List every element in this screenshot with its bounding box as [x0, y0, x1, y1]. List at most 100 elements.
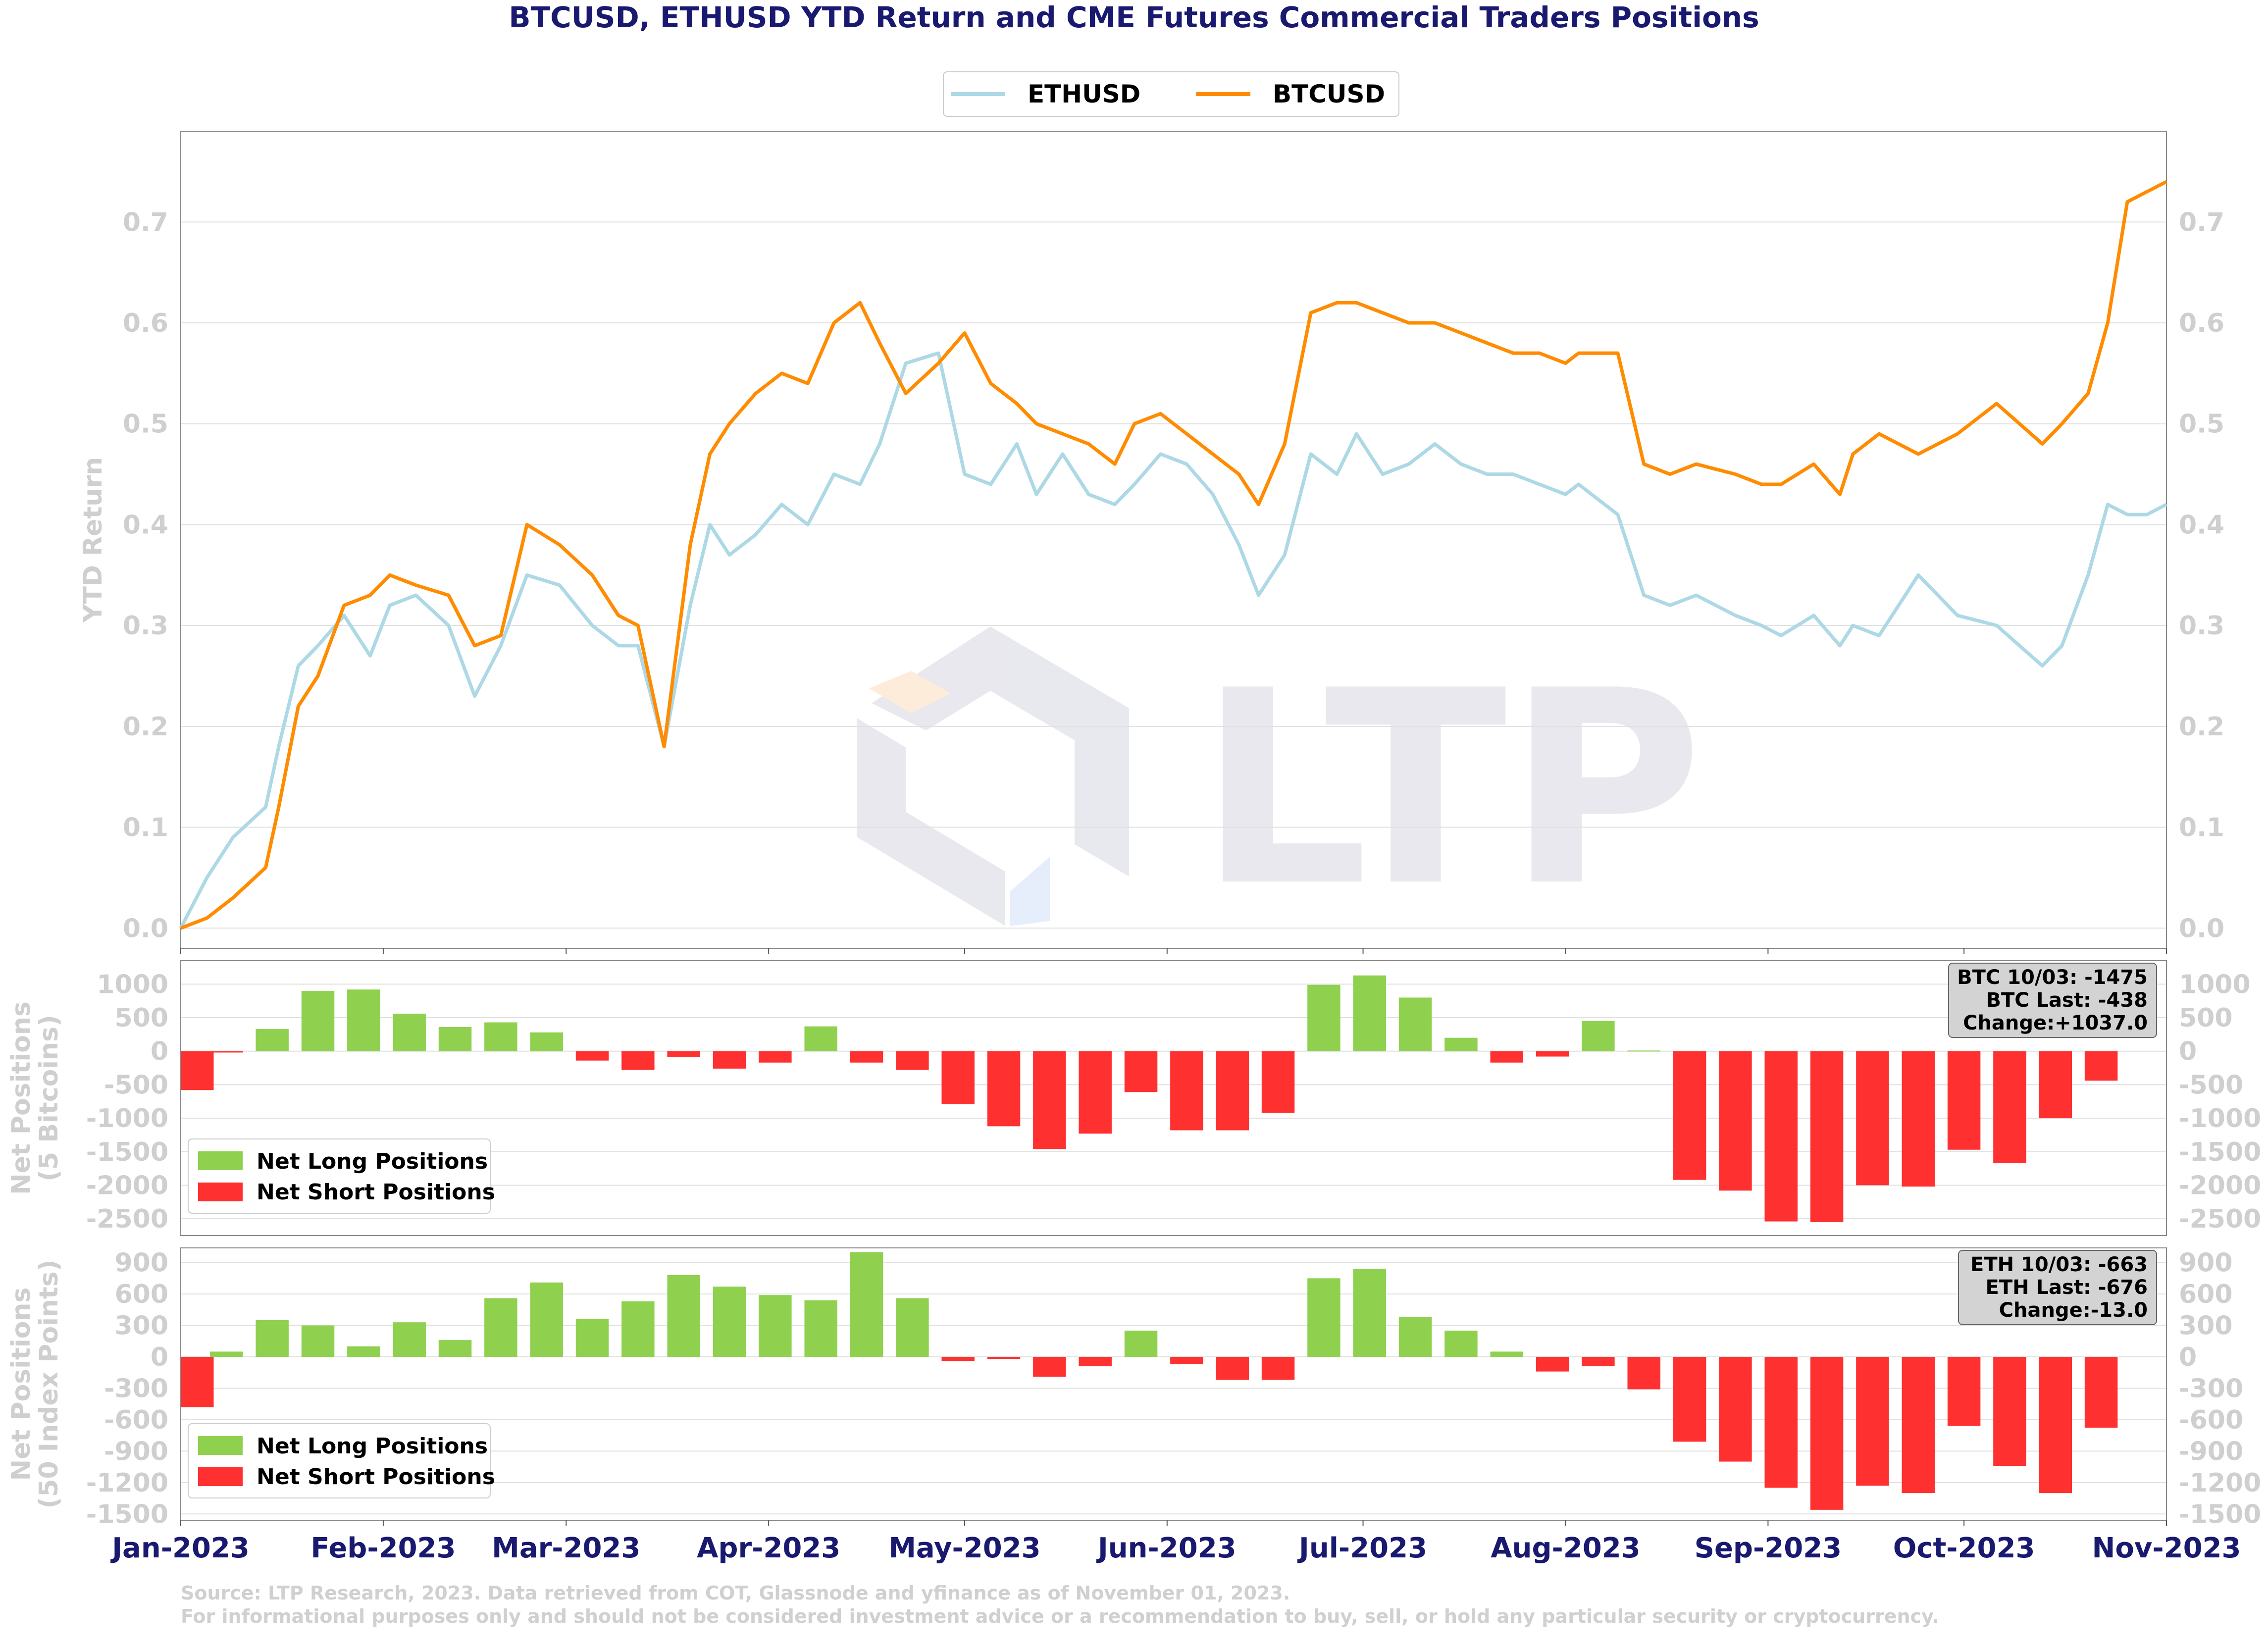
- legend-short-label: Net Short Positions: [257, 1180, 495, 1205]
- short-bar: [181, 1051, 214, 1090]
- annotation-box: [1948, 963, 2157, 1038]
- y-tick-label-right: -1500: [2179, 1137, 2261, 1167]
- short-bar: [1993, 1357, 2026, 1466]
- long-bar: [896, 1298, 929, 1357]
- long-bar: [438, 1340, 472, 1357]
- long-bar: [1627, 1050, 1660, 1052]
- bar-legend: Net Long Positions Net Short Positions: [188, 1423, 495, 1498]
- short-bar: [1947, 1051, 1981, 1150]
- y-tick-label-right: 0.5: [2179, 410, 2224, 439]
- short-bar: [1216, 1357, 1249, 1380]
- short-bar: [987, 1357, 1021, 1359]
- plot-frame: [180, 960, 2167, 1236]
- legend-short-label: Net Short Positions: [257, 1464, 495, 1490]
- y-tick-label-left: -1200: [86, 1468, 168, 1498]
- y-tick-label-right: 600: [2179, 1280, 2233, 1309]
- legend-short-swatch: [198, 1467, 243, 1486]
- y-tick-label-left: -1500: [86, 1137, 168, 1167]
- y-tick-label-left: 0.1: [123, 813, 168, 843]
- short-bar: [713, 1051, 746, 1069]
- y-tick-label-left: 0: [151, 1342, 168, 1372]
- short-bar: [1261, 1051, 1295, 1113]
- watermark-text: LTP: [1198, 634, 1703, 945]
- x-tick-label: May-2023: [888, 1532, 1040, 1564]
- short-bar: [1856, 1357, 1889, 1486]
- short-bar: [667, 1051, 700, 1057]
- x-tick-label: Nov-2023: [2092, 1532, 2241, 1564]
- y-tick-label-right: 0.6: [2179, 309, 2224, 338]
- short-bar: [896, 1051, 929, 1070]
- y-axis-label: Net Positions(50 Index Points): [6, 1260, 64, 1509]
- y-tick-label-right: -2000: [2179, 1171, 2261, 1200]
- y-tick-label-right: -900: [2179, 1437, 2243, 1466]
- long-bar: [850, 1252, 883, 1357]
- long-bar: [393, 1013, 426, 1051]
- y-tick-label-left: 0.5: [123, 410, 168, 439]
- y-tick-label-left: -2000: [86, 1171, 168, 1200]
- long-bar: [713, 1287, 746, 1357]
- legend-box: [188, 1423, 491, 1498]
- y-tick-label-right: -1500: [2179, 1499, 2261, 1529]
- short-bar: [1170, 1051, 1203, 1131]
- short-bar: [1536, 1357, 1569, 1372]
- annotation-line: Change:-13.0: [1999, 1299, 2148, 1322]
- y-tick-label-right: 0.2: [2179, 712, 2224, 742]
- long-bar: [438, 1027, 472, 1051]
- y-tick-label-left: 0.4: [123, 510, 168, 540]
- y-tick-label-left: -600: [104, 1405, 168, 1435]
- x-tick-label: Feb-2023: [310, 1532, 456, 1564]
- long-bar: [1444, 1331, 1478, 1357]
- y-tick-label-left: 0.0: [123, 914, 168, 943]
- y-tick-label-left: -2500: [86, 1204, 168, 1234]
- y-tick-label-right: -2500: [2179, 1204, 2261, 1234]
- y-tick-label-right: 0.7: [2179, 207, 2224, 237]
- short-bar: [1673, 1051, 1706, 1180]
- y-tick-label-right: -500: [2179, 1070, 2243, 1100]
- long-bar: [530, 1282, 563, 1357]
- long-bar: [1307, 984, 1340, 1051]
- top-legend: ETHUSD BTCUSD: [943, 71, 1399, 117]
- short-bar: [181, 1357, 214, 1407]
- annotation-line: ETH Last: -676: [1986, 1276, 2148, 1299]
- long-bar: [530, 1032, 563, 1051]
- long-bar: [1444, 1037, 1478, 1051]
- short-bar: [1856, 1051, 1889, 1186]
- bar-legend: Net Long Positions Net Short Positions: [188, 1138, 495, 1214]
- y-axis-label-line: Net Positions: [6, 1288, 36, 1481]
- short-bar: [1216, 1051, 1249, 1131]
- annotation-box: [1958, 1250, 2157, 1325]
- x-tick-label: Aug-2023: [1491, 1532, 1640, 1564]
- short-bar: [1079, 1357, 1112, 1367]
- y-tick-label-left: -300: [104, 1374, 168, 1403]
- long-bar: [1490, 1351, 1523, 1357]
- short-bar: [941, 1357, 975, 1361]
- legend-box: [943, 71, 1399, 117]
- x-tick-label: Jun-2023: [1096, 1532, 1237, 1564]
- y-tick-label-left: 300: [114, 1311, 168, 1341]
- y-tick-label-right: 0.1: [2179, 813, 2224, 843]
- long-bar: [1353, 975, 1386, 1051]
- long-bar: [667, 1275, 700, 1357]
- y-tick-label-right: -300: [2179, 1374, 2243, 1403]
- long-bar: [1398, 997, 1432, 1051]
- short-bar: [1810, 1357, 1844, 1510]
- short-bar: [2084, 1357, 2118, 1428]
- annotation-line: BTC Last: -438: [1986, 989, 2148, 1012]
- legend-long-swatch: [198, 1151, 243, 1170]
- short-bar: [1993, 1051, 2026, 1163]
- y-tick-label-left: -1500: [86, 1499, 168, 1529]
- x-tick-label: Mar-2023: [492, 1532, 640, 1564]
- short-bar: [621, 1051, 655, 1070]
- x-tick-label: Jul-2023: [1297, 1532, 1427, 1564]
- short-bar: [1719, 1357, 1752, 1462]
- short-bar: [1124, 1051, 1158, 1092]
- y-tick-label-left: 600: [114, 1280, 168, 1309]
- short-bar: [1490, 1051, 1523, 1063]
- y-axis-label-line: (5 Bitcoins): [34, 1015, 64, 1181]
- long-bar: [1307, 1278, 1340, 1357]
- short-bar: [1079, 1051, 1112, 1134]
- ethusd-line: [179, 351, 2167, 929]
